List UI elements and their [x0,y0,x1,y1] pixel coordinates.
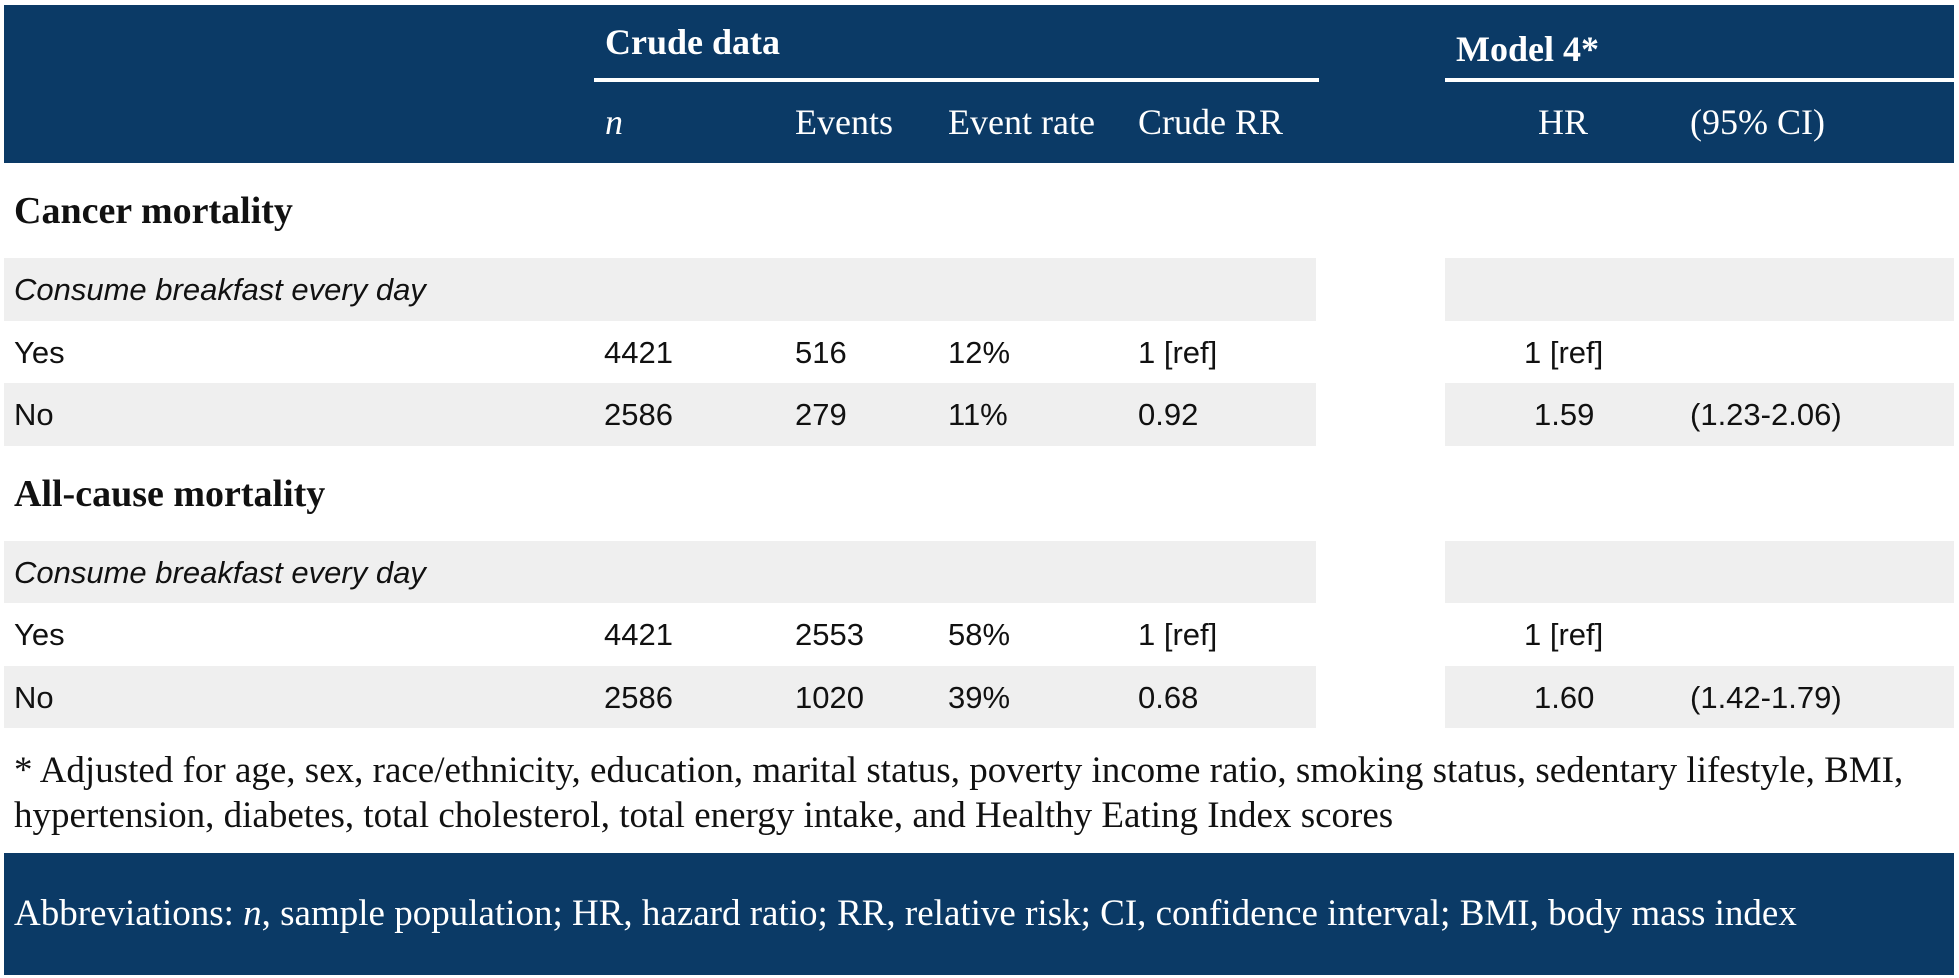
cell: 58% [948,617,1011,652]
group-rule [594,78,1319,82]
abbreviations: Abbreviations: n, sample population; HR,… [14,894,1797,934]
row-shade [1445,258,1954,321]
cell: 12% [948,334,1011,370]
column-heading: HR [1538,102,1589,142]
cell: 1 [ref] [1138,334,1218,370]
cell: 0.68 [1138,679,1199,715]
row-group-label: Consume breakfast every day [14,272,426,307]
row-label: Yes [14,617,65,652]
row-shade [1445,540,1954,603]
abbreviations-label: Abbreviations: [14,893,234,934]
row-shade [4,665,1316,728]
row-label: Yes [14,334,65,370]
group-rule [1445,78,1954,82]
row-shade [4,258,1316,321]
column-heading: Events [795,102,893,142]
cell: 1 [ref] [1524,617,1604,652]
group-heading: Crude data [605,22,781,62]
section-title: All-cause mortality [14,472,326,515]
cell: 1 [ref] [1524,334,1604,370]
cell: 1020 [795,679,864,715]
cell: 0.92 [1138,397,1199,432]
group-heading: Model 4* [1456,29,1599,69]
abbreviations-text: , sample population; HR, hazard ratio; R… [261,893,1797,934]
cell: 1.59 [1534,397,1595,432]
cell: 516 [795,334,847,370]
cell: 2586 [604,679,673,715]
cell: (1.23-2.06) [1690,397,1842,432]
column-heading: Event rate [948,102,1095,142]
cell: 11% [948,397,1008,432]
cell: 2553 [795,617,864,652]
cell: 1 [ref] [1138,617,1218,652]
cell: 4421 [604,617,673,652]
row-shade [1445,665,1954,728]
cell: (1.42-1.79) [1690,679,1842,715]
cell: 1.60 [1534,679,1595,715]
row-shade [1445,383,1954,446]
abbreviation-term: n [243,893,262,934]
footnote: * Adjusted for age, sex, race/ethnicity,… [14,750,1904,836]
column-heading: (95% CI) [1690,102,1825,142]
column-heading: n [605,102,623,142]
cell: 39% [948,679,1011,715]
row-shade [4,540,1316,603]
row-shade [4,383,1316,446]
row-label: No [14,397,54,432]
cell: 4421 [604,334,673,370]
row-label: No [14,679,54,715]
abbreviations-band [4,853,1954,975]
cell: 279 [795,397,847,432]
cell: 2586 [604,397,673,432]
section-title: Cancer mortality [14,190,293,232]
row-group-label: Consume breakfast every day [14,554,426,590]
header-band [4,5,1954,163]
column-heading: Crude RR [1138,102,1284,142]
